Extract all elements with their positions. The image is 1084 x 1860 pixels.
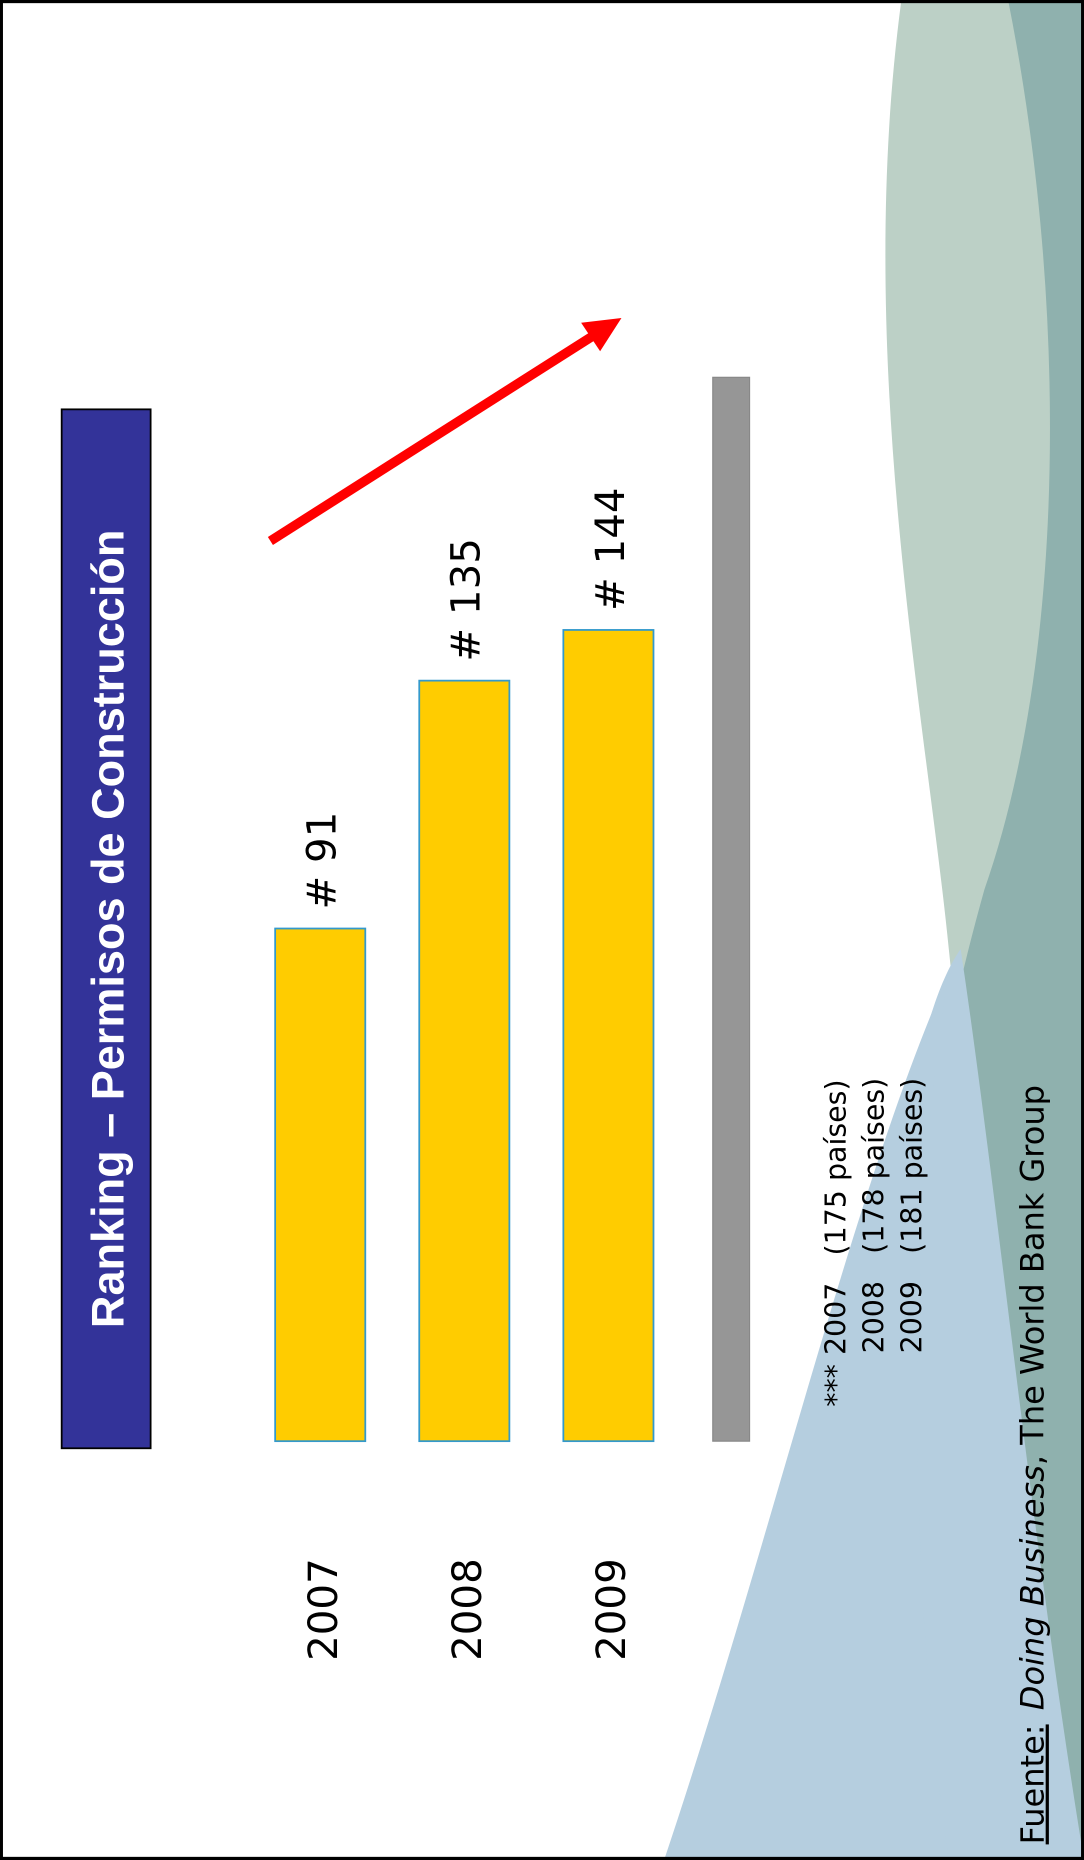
note: *** 2007 (175 países) bbox=[820, 1079, 853, 1406]
bar bbox=[418, 679, 511, 1443]
source-publication: Doing Business bbox=[1014, 1465, 1052, 1710]
value-label: # 135 bbox=[443, 538, 490, 662]
note: 2008 (178 países) bbox=[858, 1078, 891, 1354]
value-label: # 144 bbox=[587, 487, 634, 611]
category-label: 2008 bbox=[444, 1558, 491, 1661]
source: Fuente: Doing Business, The World Bank Gr… bbox=[1014, 1085, 1052, 1844]
decor-curve bbox=[664, 972, 949, 1860]
note: 2009 (181 países) bbox=[896, 1078, 929, 1354]
bar bbox=[562, 629, 655, 1443]
source-publisher: , The World Bank Group bbox=[1014, 1085, 1052, 1465]
trend-arrowhead bbox=[581, 318, 622, 352]
category-label: 2007 bbox=[300, 1558, 347, 1661]
chart-title: Ranking – Permisos de Construcción bbox=[82, 530, 133, 1329]
decor-curve bbox=[890, 948, 1084, 1860]
title-box bbox=[60, 408, 152, 1450]
bar bbox=[274, 927, 367, 1443]
source-label: Fuente: bbox=[1014, 1724, 1052, 1844]
base-bar bbox=[712, 376, 751, 1442]
value-label: # 91 bbox=[299, 812, 346, 910]
trend-arrow bbox=[267, 331, 596, 545]
category-label: 2009 bbox=[588, 1558, 635, 1661]
